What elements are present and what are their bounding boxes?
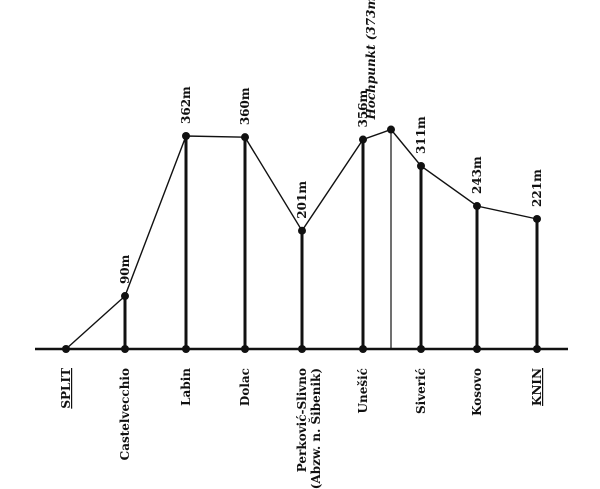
profile-line-group — [65, 128, 538, 350]
station-labels: SPLIT Castelvecchio Labin Dolac Perković-Sli… — [59, 368, 544, 489]
elevation-label: 311m — [414, 116, 428, 154]
station-label-line2: (Abzw. n. Šibenik) — [307, 368, 323, 489]
baseline-dot — [417, 345, 425, 353]
elevation-label: 90m — [118, 254, 132, 284]
station-label: Castelvecchio — [118, 368, 132, 460]
station-label: Kosovo — [470, 368, 484, 416]
baseline-dot — [298, 345, 306, 353]
station-dot — [473, 202, 481, 211]
elevation-label: 221m — [530, 169, 544, 207]
station-dot — [241, 133, 249, 142]
station-label: Labin — [179, 368, 193, 406]
elevation-label: 243m — [470, 156, 484, 194]
station-label: Dolac — [238, 368, 252, 406]
baseline-dot — [473, 345, 481, 353]
station-dot — [417, 162, 425, 171]
elevation-label: 201m — [295, 181, 309, 219]
station-dots — [62, 125, 541, 353]
station-label: KNIN — [530, 368, 544, 406]
station-dot — [533, 214, 541, 223]
station-stems — [123, 129, 539, 349]
station-dot — [121, 292, 129, 301]
elevation-label: 356m — [356, 89, 370, 127]
station-label: Unešić — [356, 368, 370, 413]
baseline-dot — [241, 345, 249, 353]
baseline-dot — [533, 345, 541, 353]
elevation-label: 362m — [179, 86, 193, 124]
station-dot — [387, 125, 395, 134]
station-dot — [62, 345, 70, 353]
station-label: Siverić — [414, 368, 428, 414]
station-label: Perković-Slivno — [295, 368, 309, 472]
profile-line — [65, 128, 538, 350]
station-label: SPLIT — [59, 368, 73, 409]
elevation-label: 360m — [238, 87, 252, 125]
peak-label: Hochpunkt (373m) — [364, 0, 378, 121]
baseline-dot — [121, 345, 129, 353]
baseline-dot — [359, 345, 367, 353]
baseline-dot — [182, 345, 190, 353]
station-dot — [298, 226, 306, 235]
station-dot — [182, 132, 190, 140]
station-dot — [359, 135, 367, 144]
